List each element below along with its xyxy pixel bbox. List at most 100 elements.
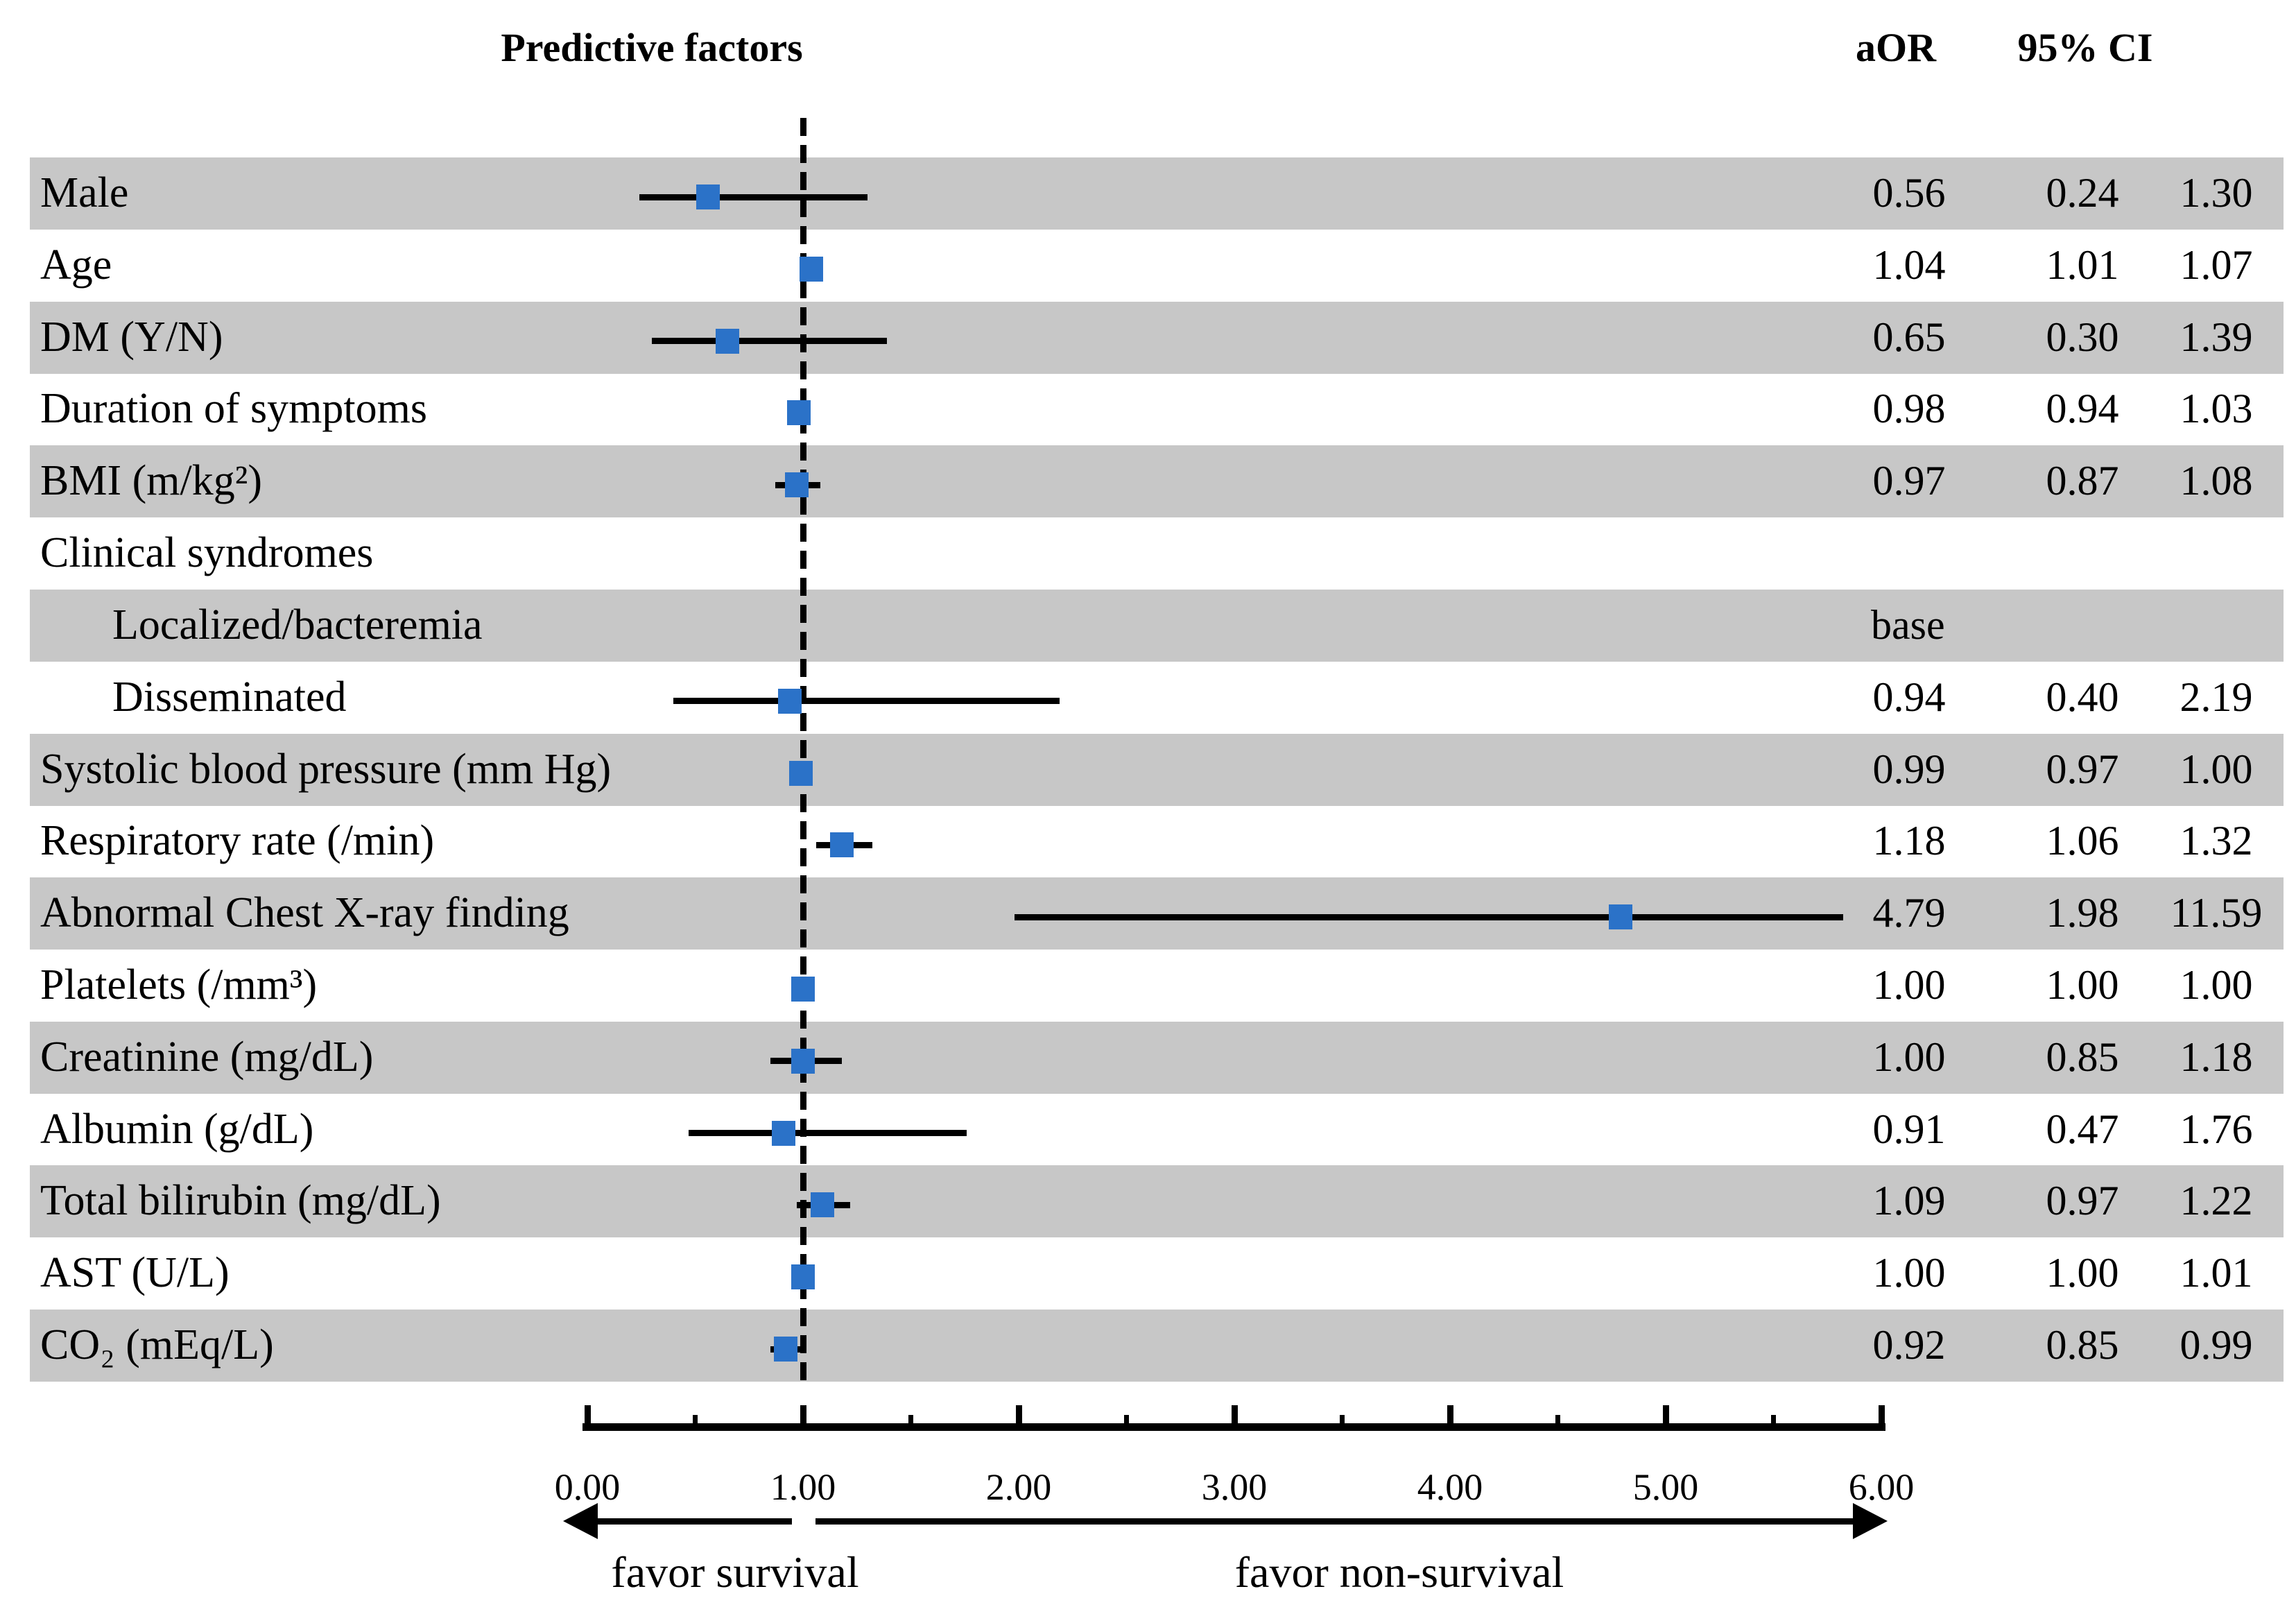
ci-high-value: 1.00: [2180, 962, 2253, 1008]
row-label: DM (Y/N): [40, 313, 223, 361]
row-label: BMI (m/kg²): [40, 457, 262, 505]
aor-value: 0.98: [1872, 386, 1946, 432]
ci-high-value: 1.07: [2180, 241, 2253, 288]
aor-value: 0.97: [1872, 458, 1946, 504]
ci-line: [689, 1130, 967, 1137]
aor-value: 0.94: [1872, 673, 1946, 720]
row-label: Respiratory rate (/min): [40, 817, 435, 865]
x-axis-major-tick: [800, 1405, 806, 1429]
ci-low-value: 1.98: [2046, 890, 2119, 936]
ci-high-value: 1.76: [2180, 1106, 2253, 1152]
row-label: Duration of symptoms: [40, 385, 427, 433]
row-band: [30, 445, 2284, 518]
favor-survival-label: favor survival: [611, 1547, 859, 1597]
x-axis-minor-tick: [1124, 1415, 1129, 1429]
reference-line-1: [800, 118, 806, 1387]
ci-high-value: 2.19: [2180, 673, 2253, 720]
point-marker: [716, 328, 740, 354]
aor-value: 1.09: [1872, 1178, 1946, 1224]
x-axis-tick-label: 6.00: [1848, 1466, 1915, 1508]
ci-low-value: 1.01: [2046, 241, 2119, 288]
aor-value: 1.18: [1872, 818, 1946, 864]
aor-value: 1.04: [1872, 241, 1946, 288]
row-label: CO₂ (mEq/L): [40, 1321, 274, 1369]
point-marker: [772, 1120, 795, 1146]
ci-line: [639, 194, 868, 200]
column-header-ci: 95% CI: [2017, 25, 2153, 70]
page-title: Predictive factors: [501, 25, 803, 70]
point-marker: [786, 400, 811, 426]
ci-high-value: 1.08: [2180, 458, 2253, 504]
ci-high-value: 1.22: [2180, 1178, 2253, 1224]
right-arrowhead: [1853, 1503, 1888, 1539]
ci-line: [652, 338, 888, 345]
ci-low-value: 0.85: [2046, 1322, 2119, 1368]
point-marker: [788, 760, 813, 786]
favor-non-survival-label: favor non-survival: [1234, 1547, 1564, 1597]
ci-high-value: 1.30: [2180, 170, 2253, 216]
ci-low-value: 0.85: [2046, 1033, 2119, 1080]
ci-high-value: 1.03: [2180, 386, 2253, 432]
point-marker: [774, 1337, 798, 1362]
row-label: Total bilirubin (mg/dL): [40, 1177, 441, 1225]
point-marker: [784, 472, 809, 498]
ci-high-value: 0.99: [2180, 1322, 2253, 1368]
x-axis-major-tick: [1447, 1405, 1453, 1429]
left-arrow-line: [593, 1518, 792, 1525]
aor-value: 0.99: [1872, 746, 1946, 792]
x-axis-minor-tick: [908, 1415, 913, 1429]
x-axis-tick-label: 3.00: [1201, 1466, 1268, 1508]
right-arrow-line: [815, 1518, 1864, 1525]
point-marker: [696, 184, 720, 209]
x-axis-minor-tick: [1771, 1415, 1776, 1429]
aor-value: 1.00: [1872, 962, 1946, 1008]
x-axis-tick-label: 1.00: [770, 1466, 836, 1508]
row-label: Clinical syndromes: [40, 529, 374, 577]
column-header-aor: aOR: [1856, 25, 1936, 70]
point-marker: [791, 977, 815, 1002]
row-label: Localized/bacteremia: [112, 601, 483, 649]
ci-high-value: 1.18: [2180, 1033, 2253, 1080]
x-axis-major-tick: [1015, 1405, 1022, 1429]
aor-value: 1.00: [1872, 1033, 1946, 1080]
ci-high-value: 11.59: [2170, 890, 2263, 936]
row-label: Creatinine (mg/dL): [40, 1033, 374, 1081]
ci-low-value: 1.00: [2046, 1250, 2119, 1296]
x-axis-tick-label: 2.00: [985, 1466, 1052, 1508]
row-band: [30, 733, 2284, 806]
row-label: Albumin (g/dL): [40, 1105, 314, 1153]
row-band: [30, 877, 2284, 950]
point-marker: [810, 1192, 834, 1218]
ci-low-value: 0.30: [2046, 314, 2119, 360]
aor-value: base: [1871, 601, 1945, 648]
row-label: Male: [40, 169, 129, 216]
point-marker: [1608, 904, 1632, 930]
row-band: [30, 1165, 2284, 1238]
row-band: [30, 589, 2284, 662]
ci-low-value: 1.06: [2046, 818, 2119, 864]
ci-high-value: 1.32: [2180, 818, 2253, 864]
ci-high-value: 1.39: [2180, 314, 2253, 360]
ci-low-value: 1.00: [2046, 962, 2119, 1008]
x-axis-tick-label: 4.00: [1417, 1466, 1483, 1508]
x-axis-major-tick: [1662, 1405, 1669, 1429]
x-axis-major-tick: [1231, 1405, 1238, 1429]
aor-value: 0.92: [1872, 1322, 1946, 1368]
x-axis-minor-tick: [693, 1415, 698, 1429]
row-label: Abnormal Chest X-ray finding: [40, 889, 569, 937]
row-label: Platelets (/mm³): [40, 961, 318, 1009]
point-marker: [791, 1048, 815, 1074]
x-axis-major-tick: [584, 1405, 591, 1429]
ci-low-value: 0.97: [2046, 1178, 2119, 1224]
x-axis-tick-label: 0.00: [554, 1466, 621, 1508]
row-label: Systolic blood pressure (mm Hg): [40, 745, 612, 793]
row-label: Disseminated: [112, 673, 347, 721]
ci-low-value: 0.97: [2046, 746, 2119, 792]
ci-high-value: 1.00: [2180, 746, 2253, 792]
ci-line: [673, 698, 1060, 705]
left-arrowhead: [563, 1503, 598, 1539]
ci-low-value: 0.47: [2046, 1106, 2119, 1152]
aor-value: 1.00: [1872, 1250, 1946, 1296]
row-label: Age: [40, 241, 112, 289]
